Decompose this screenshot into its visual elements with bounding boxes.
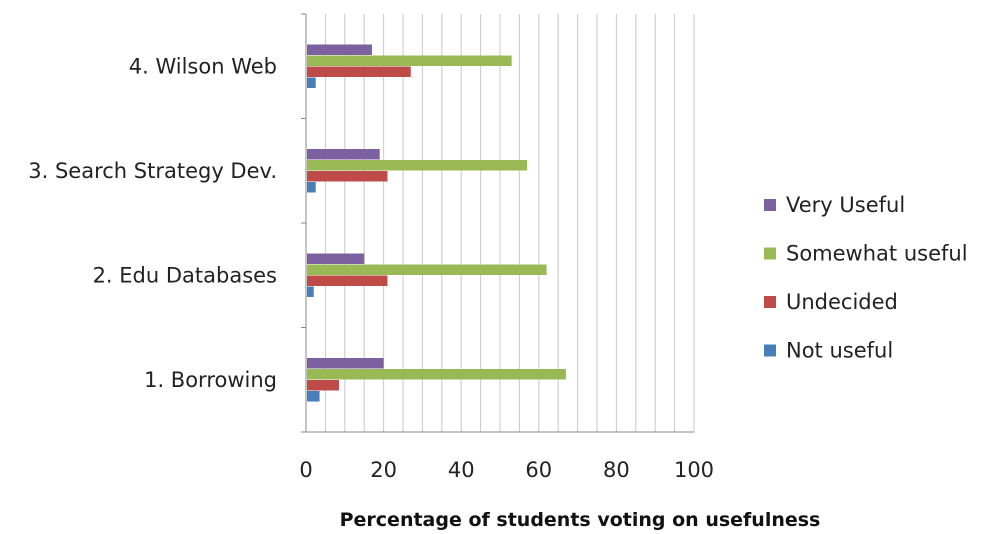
x-tick-label: 80 (603, 458, 630, 482)
legend-swatch (764, 199, 776, 211)
x-axis-title: Percentage of students voting on usefuln… (340, 509, 821, 531)
bar-undecided-3 (307, 171, 388, 182)
legend-swatch (764, 296, 776, 308)
tick-labels: 0 20 40 60 80 100 (299, 458, 714, 482)
category-label: 2. Edu Databases (93, 263, 277, 287)
legend-label: Somewhat useful (786, 242, 968, 266)
bar-somewhat-useful-1 (307, 369, 566, 380)
bar-not-useful-4 (307, 77, 316, 88)
bar-very-useful-1 (307, 358, 384, 369)
bar-somewhat-useful-3 (307, 160, 528, 171)
bar-somewhat-useful-2 (307, 264, 547, 275)
x-tick-label: 0 (299, 458, 312, 482)
bar-not-useful-2 (307, 286, 314, 297)
legend-label: Undecided (786, 290, 898, 314)
legend-label: Not useful (786, 339, 893, 363)
bar-undecided-1 (307, 380, 339, 391)
x-tick-label: 100 (674, 458, 714, 482)
bar-very-useful-4 (307, 44, 372, 55)
bars (307, 44, 566, 402)
bar-undecided-4 (307, 66, 411, 77)
legend: Very Useful Somewhat useful Undecided Not u… (764, 193, 968, 363)
legend-swatch (764, 344, 776, 357)
legend-swatch (764, 247, 776, 260)
bar-undecided-2 (307, 275, 388, 286)
x-tick-label: 40 (448, 458, 475, 482)
category-labels: 1. Borrowing 2. Edu Databases 3. Search St… (28, 54, 277, 392)
bar-not-useful-1 (307, 391, 320, 402)
category-label: 4. Wilson Web (129, 54, 277, 78)
bar-somewhat-useful-4 (307, 55, 512, 66)
axes (301, 13, 694, 433)
category-label: 1. Borrowing (144, 368, 277, 392)
x-tick-label: 20 (370, 458, 397, 482)
category-label: 3. Search Strategy Dev. (28, 159, 277, 183)
bar-very-useful-2 (307, 253, 365, 264)
gridlines (324, 14, 695, 432)
bar-not-useful-3 (307, 182, 316, 193)
x-tick-label: 60 (525, 458, 552, 482)
bar-very-useful-3 (307, 149, 380, 160)
legend-label: Very Useful (786, 193, 905, 217)
